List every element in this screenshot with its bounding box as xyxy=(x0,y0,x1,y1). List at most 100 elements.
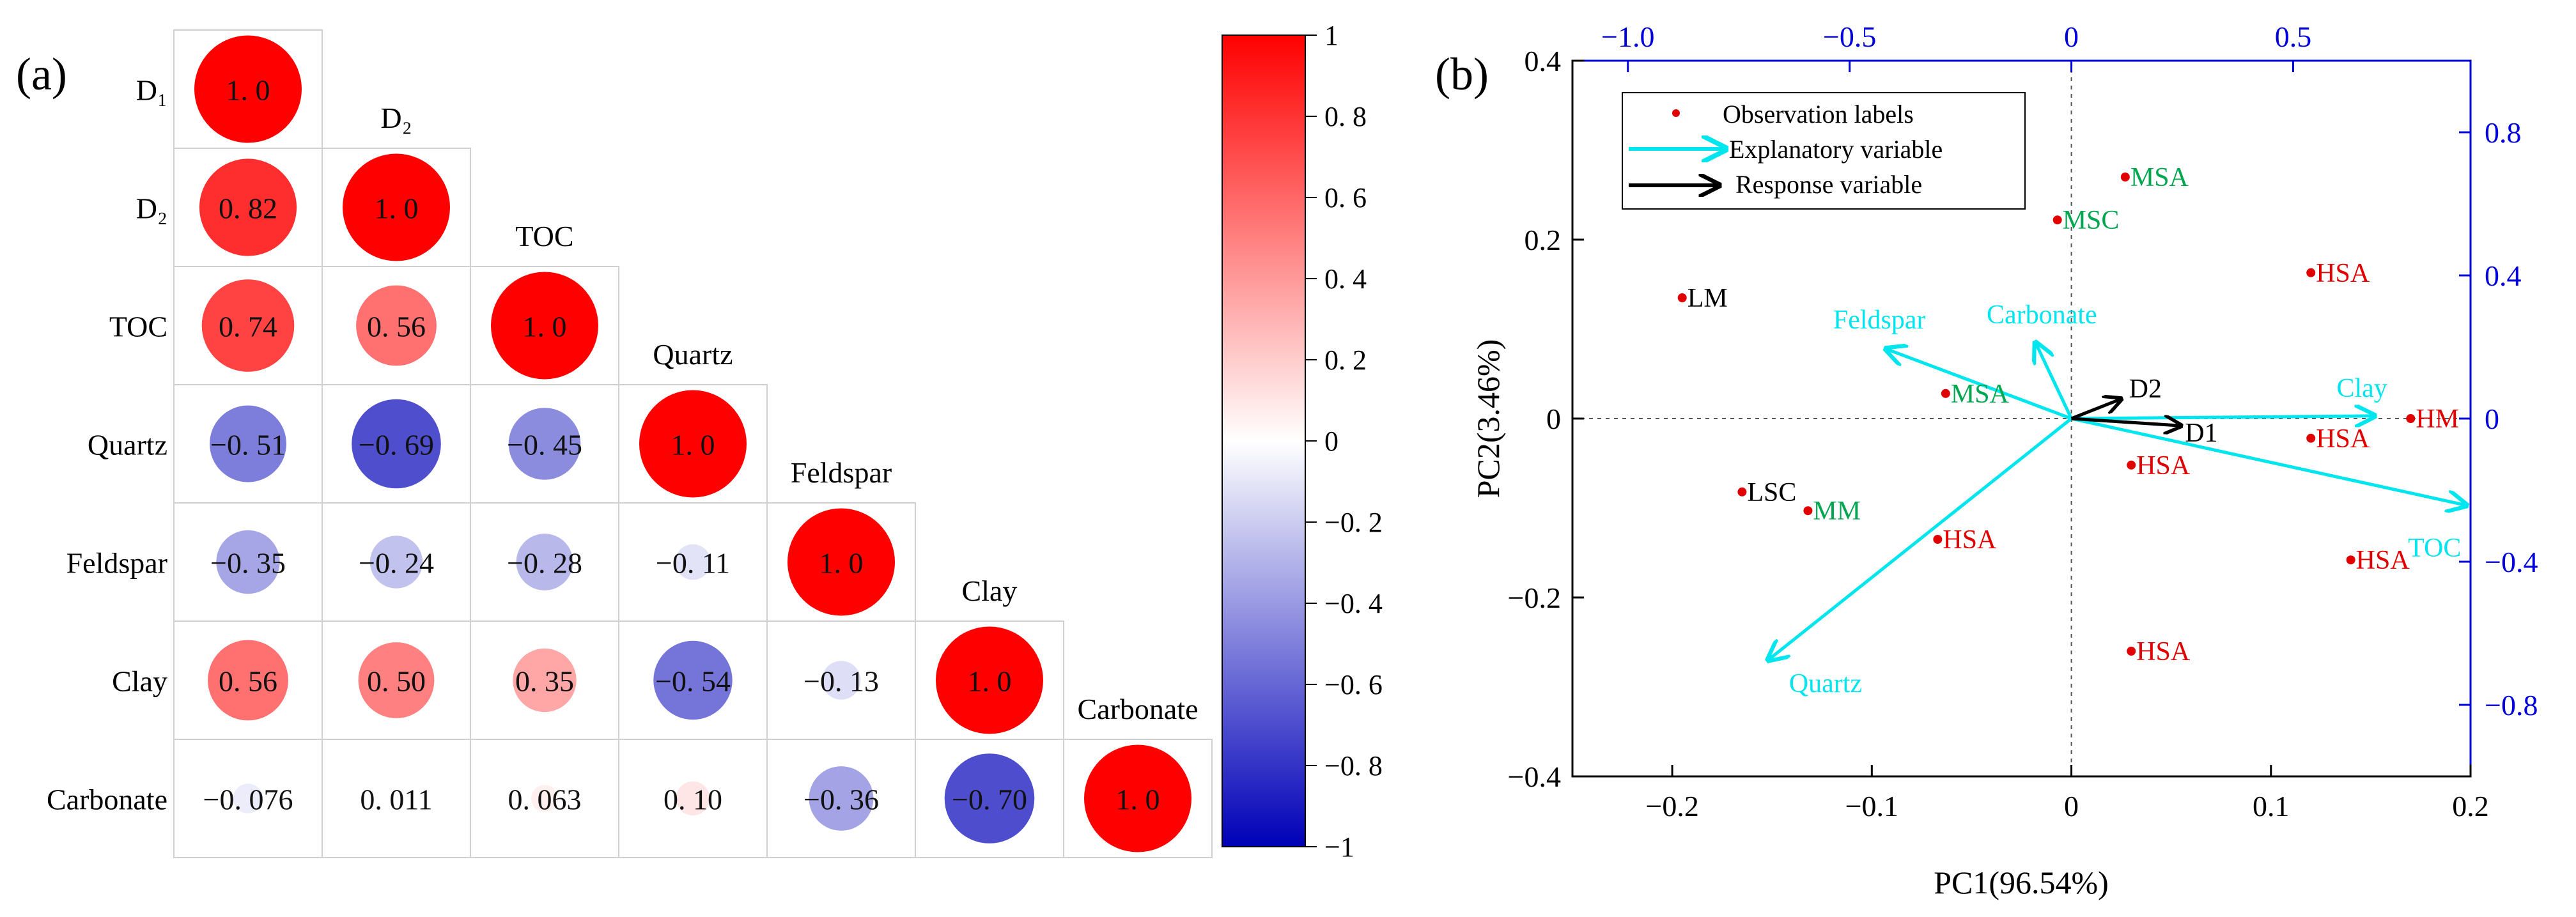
correlation-circle xyxy=(491,272,598,380)
correlation-circle xyxy=(809,766,874,831)
correlation-value: 0. 50 xyxy=(367,665,426,698)
explanatory-vector xyxy=(1886,349,2072,420)
x-tick-label: −0.1 xyxy=(1845,790,1898,822)
correlation-circle xyxy=(216,530,280,594)
correlation-value: 0. 74 xyxy=(219,311,277,343)
explanatory-label: Feldspar xyxy=(1833,305,1926,335)
observation-point xyxy=(1803,506,1813,516)
explanatory-label: Carbonate xyxy=(1987,300,2097,330)
explanatory-vector xyxy=(1768,417,2073,660)
y-axis-title: PC2(3.46%) xyxy=(1470,339,1506,498)
row-label: Quartz xyxy=(88,429,167,461)
row-label: Clay xyxy=(112,665,167,698)
correlation-value: −0. 13 xyxy=(803,665,879,698)
correlation-circle xyxy=(343,153,450,261)
row-label: D₂ xyxy=(136,192,167,225)
colorbar-tick-label: −0. 6 xyxy=(1324,669,1383,700)
observation-label: HM xyxy=(2416,405,2459,434)
correlation-value: −0. 24 xyxy=(359,547,434,580)
correlation-value: 0. 063 xyxy=(508,783,582,816)
correlation-value: 0. 56 xyxy=(367,311,426,343)
correlation-circle xyxy=(391,792,402,805)
correlation-circle xyxy=(1084,744,1191,852)
correlation-circle xyxy=(369,536,423,589)
observation-point xyxy=(2127,460,2136,470)
diagonal-label: Clay xyxy=(962,574,1018,607)
colorbar-tick-label: 0. 6 xyxy=(1324,182,1367,213)
correlation-circle xyxy=(516,534,573,590)
observation-point xyxy=(2306,268,2316,277)
colorbar-tick-label: −0. 8 xyxy=(1324,750,1383,782)
correlation-circle xyxy=(788,508,895,616)
row-label: D₁ xyxy=(136,74,167,107)
correlation-circle xyxy=(352,399,441,489)
observation-label: MSA xyxy=(2130,163,2189,192)
colorbar-tick-label: 0. 4 xyxy=(1324,263,1367,295)
correlation-value: −0. 076 xyxy=(203,783,293,816)
y-tick-label: −0.2 xyxy=(1508,582,1561,614)
response-vector xyxy=(2071,419,2182,426)
observation-label: MSA xyxy=(1951,380,2010,409)
correlation-circle xyxy=(356,285,437,366)
heatmap-diagonal-labels: D₂ TOC Quartz Feldspar Clay Carbonate xyxy=(380,102,1198,725)
correlation-value: −0. 11 xyxy=(656,547,730,580)
correlation-circle xyxy=(936,626,1043,734)
observation-points: MSA MSC LM HSA MSA HM HSA HSA LSC MM HSA HSA HSA xyxy=(1677,163,2459,667)
right-axis-ticks: 0.8 0.4 0 −0.4 −0.8 xyxy=(2459,116,2538,721)
observation-point xyxy=(1933,535,1943,544)
grid-cell xyxy=(1063,739,1213,858)
correlation-value: −0. 70 xyxy=(952,783,1027,816)
observation-point xyxy=(2120,173,2130,181)
y-tick-label: 0.2 xyxy=(1525,224,1562,256)
colorbar-tick-label: 0. 2 xyxy=(1324,344,1367,376)
row-label: Carbonate xyxy=(47,783,167,816)
diagonal-label: TOC xyxy=(515,220,573,252)
observation-label: HSA xyxy=(1943,525,1997,555)
x-tick-label: 0.2 xyxy=(2452,790,2489,822)
correlation-circle xyxy=(508,408,581,480)
diagonal-label: Carbonate xyxy=(1077,693,1198,725)
correlation-value: 0. 10 xyxy=(663,783,722,816)
response-label: D2 xyxy=(2129,374,2162,404)
correlation-circle xyxy=(199,158,297,256)
observation-label: MSC xyxy=(2063,206,2120,235)
colorbar-gradient xyxy=(1222,35,1306,847)
panel-a-label: (a) xyxy=(16,49,67,100)
diagonal-label: D₂ xyxy=(380,102,412,134)
diagonal-label: Quartz xyxy=(653,338,733,371)
correlation-value: 1. 0 xyxy=(375,192,419,225)
explanatory-vector xyxy=(2071,416,2375,419)
explanatory-vector xyxy=(2071,417,2467,505)
observation-label: LSC xyxy=(1747,478,1796,507)
legend-point-marker xyxy=(1672,109,1680,117)
observation-label: HSA xyxy=(2356,546,2410,575)
y-tick-label: 0.4 xyxy=(1525,45,1562,77)
observation-label: HSA xyxy=(2136,637,2191,667)
correlation-value: 1. 0 xyxy=(1116,783,1160,816)
correlation-value: −0. 51 xyxy=(210,429,286,461)
correlation-value: −0. 35 xyxy=(210,547,286,580)
observation-label: HSA xyxy=(2316,259,2370,288)
response-vector xyxy=(2070,399,2122,420)
legend-entry: Response variable xyxy=(1735,170,1922,199)
legend-entry: Observation labels xyxy=(1723,100,1914,128)
correlation-circle xyxy=(675,544,711,580)
x-tick-label: −0.2 xyxy=(1645,790,1698,822)
colorbar-tick-label: 1 xyxy=(1324,20,1338,51)
observation-point xyxy=(2127,647,2136,656)
correlation-value: −0. 54 xyxy=(655,665,731,698)
right-tick-label: −0.4 xyxy=(2485,546,2538,578)
observation-point xyxy=(2052,215,2062,225)
x-tick-label: 0.1 xyxy=(2253,790,2290,822)
correlation-value: 1. 0 xyxy=(523,311,567,343)
colorbar-tick-label: −0. 2 xyxy=(1324,507,1383,538)
right-tick-label: 0 xyxy=(2485,403,2499,435)
colorbar-tick-label: 0. 8 xyxy=(1324,101,1367,132)
correlation-circle xyxy=(358,642,435,718)
row-label: Feldspar xyxy=(66,547,167,580)
top-tick-label: 0.5 xyxy=(2275,20,2312,53)
observation-label: HSA xyxy=(2316,424,2370,454)
right-tick-label: 0.8 xyxy=(2485,116,2522,149)
correlation-circle xyxy=(201,279,295,372)
correlation-value: 1. 0 xyxy=(819,547,864,580)
